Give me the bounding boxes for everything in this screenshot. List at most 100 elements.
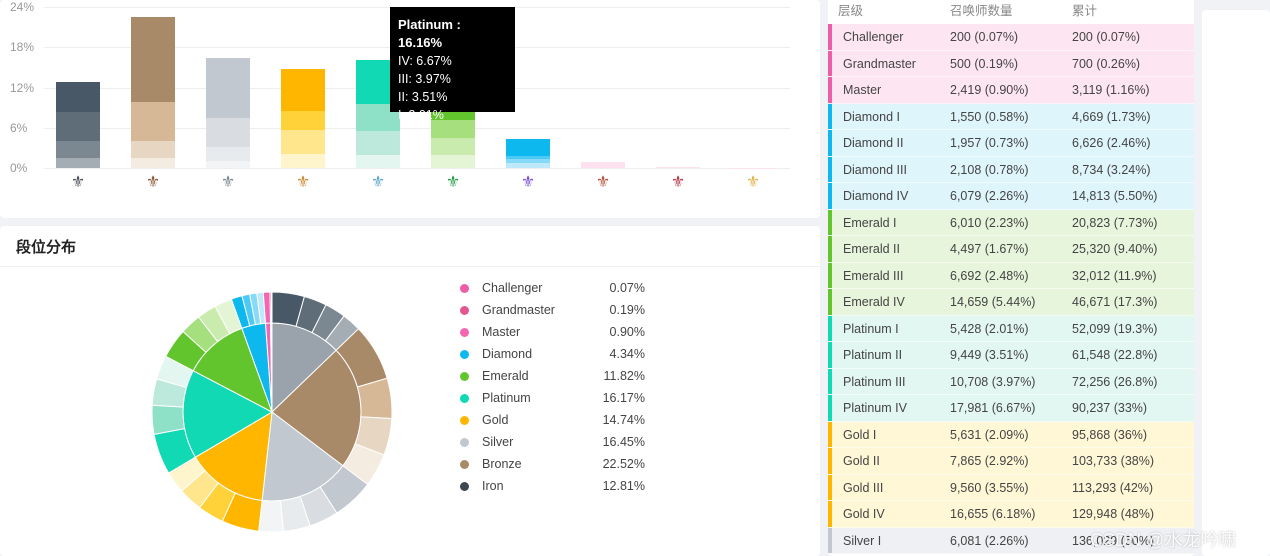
table-row[interactable]: Gold IV 16,655 (6.18%) 129,948 (48%) xyxy=(828,501,1194,528)
cell-tier: Gold IV xyxy=(843,507,885,521)
row-color-indicator xyxy=(828,156,832,182)
bar-bronze-I[interactable] xyxy=(131,16,175,103)
cell-count: 1,957 (0.73%) xyxy=(950,136,1029,150)
bar-silver-IV[interactable] xyxy=(206,161,250,168)
table-row[interactable]: Emerald IV 14,659 (5.44%) 46,671 (17.3%) xyxy=(828,289,1194,316)
table-row[interactable]: Platinum I 5,428 (2.01%) 52,099 (19.3%) xyxy=(828,315,1194,342)
row-color-indicator xyxy=(828,103,832,129)
legend-dot-icon xyxy=(460,438,469,447)
cell-tier: Emerald I xyxy=(843,215,897,230)
legend-item[interactable]: Platinum 16.17% xyxy=(460,390,645,410)
gridline xyxy=(44,168,790,169)
legend-item[interactable]: Master 0.90% xyxy=(460,324,645,344)
sunburst-outer-silver[interactable] xyxy=(258,499,284,533)
legend-label: Platinum xyxy=(482,391,531,405)
cell-tier: Gold II xyxy=(843,454,880,468)
table-row[interactable]: Diamond I 1,550 (0.58%) 4,669 (1.73%) xyxy=(828,103,1194,130)
bar-diamond-II[interactable] xyxy=(506,155,550,160)
table-row[interactable]: Emerald II 4,497 (1.67%) 25,320 (9.40%) xyxy=(828,236,1194,263)
sunburst-outer-platinum[interactable] xyxy=(151,404,186,435)
bar-emerald-IV[interactable] xyxy=(431,154,475,168)
side-panel xyxy=(1202,10,1270,556)
bar-gold-II[interactable] xyxy=(281,110,325,131)
bar-gold-III[interactable] xyxy=(281,130,325,154)
bar-diamond-I[interactable] xyxy=(506,138,550,156)
bar-platinum-III[interactable] xyxy=(356,130,400,155)
legend-value: 4.34% xyxy=(609,347,645,361)
cell-cum: 72,256 (26.8%) xyxy=(1072,374,1158,389)
legend-value: 16.17% xyxy=(602,391,645,405)
table-row[interactable]: Gold I 5,631 (2.09%) 95,868 (36%) xyxy=(828,421,1194,448)
legend-item[interactable]: Diamond 4.34% xyxy=(460,346,645,366)
cell-cum: 4,669 (1.73%) xyxy=(1072,109,1151,124)
table-row[interactable]: Emerald I 6,010 (2.23%) 20,823 (7.73%) xyxy=(828,209,1194,236)
legend-item[interactable]: Grandmaster 0.19% xyxy=(460,302,645,322)
bar-silver-I[interactable] xyxy=(206,57,250,119)
legend-item[interactable]: Iron 12.81% xyxy=(460,478,645,498)
row-color-indicator xyxy=(828,448,832,474)
cell-count: 6,010 (2.23%) xyxy=(950,215,1029,230)
bar-bronze-III[interactable] xyxy=(131,141,175,158)
bar-silver-III[interactable] xyxy=(206,146,250,162)
bar-gold-I[interactable] xyxy=(281,69,325,111)
table-row[interactable]: Diamond III 2,108 (0.78%) 8,734 (3.24%) xyxy=(828,156,1194,183)
bar-diamond-IV[interactable] xyxy=(506,163,550,168)
bar-iron-II[interactable] xyxy=(56,111,100,142)
bar-platinum-IV[interactable] xyxy=(356,154,400,168)
bar-emerald-III[interactable] xyxy=(431,137,475,155)
table-row[interactable]: Gold III 9,560 (3.55%) 113,293 (42%) xyxy=(828,474,1194,501)
tooltip-title: Platinum : 16.16% xyxy=(398,17,461,50)
table-row[interactable]: Challenger 200 (0.07%) 200 (0.07%) xyxy=(828,24,1194,51)
table-row[interactable]: Gold II 7,865 (2.92%) 103,733 (38%) xyxy=(828,448,1194,475)
bar-iron-IV[interactable] xyxy=(56,157,100,168)
table-row[interactable]: Platinum III 10,708 (3.97%) 72,256 (26.8%) xyxy=(828,368,1194,395)
table-row[interactable]: Diamond II 1,957 (0.73%) 6,626 (2.46%) xyxy=(828,130,1194,157)
cell-cum: 136,029 (50%) xyxy=(1072,533,1155,548)
table-row[interactable]: Diamond IV 6,079 (2.26%) 14,813 (5.50%) xyxy=(828,183,1194,210)
table-row[interactable]: Platinum II 9,449 (3.51%) 61,548 (22.8%) xyxy=(828,342,1194,369)
header-tier[interactable]: 层级 xyxy=(838,4,864,18)
cell-cum: 32,012 (11.9%) xyxy=(1072,268,1157,283)
cell-cum: 95,868 (36%) xyxy=(1072,427,1148,442)
bar-grandmaster-IV[interactable] xyxy=(656,166,700,168)
bar-bronze-IV[interactable] xyxy=(131,157,175,168)
cell-cum: 700 (0.26%) xyxy=(1072,56,1141,71)
cell-tier: Diamond II xyxy=(843,136,904,150)
bar-silver-II[interactable] xyxy=(206,118,250,147)
row-color-indicator xyxy=(828,130,832,156)
legend-dot-icon xyxy=(460,416,469,425)
cell-tier: Master xyxy=(843,83,882,97)
cell-tier: Platinum IV xyxy=(843,401,907,415)
table-row[interactable]: Silver I 6,081 (2.26%) 136,029 (50%) xyxy=(828,527,1194,554)
legend-item[interactable]: Emerald 11.82% xyxy=(460,368,645,388)
table-row[interactable]: Master 2,419 (0.90%) 3,119 (1.16%) xyxy=(828,77,1194,104)
table-row[interactable]: Grandmaster 500 (0.19%) 700 (0.26%) xyxy=(828,50,1194,77)
bar-diamond-III[interactable] xyxy=(506,159,550,164)
header-cumulative[interactable]: 累计 xyxy=(1072,4,1098,18)
legend-item[interactable]: Bronze 22.52% xyxy=(460,456,645,476)
row-color-indicator xyxy=(828,183,832,209)
bar-master-IV[interactable] xyxy=(581,161,625,168)
bar-iron-III[interactable] xyxy=(56,141,100,158)
bar-iron-I[interactable] xyxy=(56,82,100,112)
bar-gold-IV[interactable] xyxy=(281,153,325,168)
header-count[interactable]: 召唤师数量 xyxy=(950,4,1013,18)
tooltip-line: IV: 6.67% xyxy=(398,54,452,68)
legend-value: 0.19% xyxy=(609,303,645,317)
cell-tier: Emerald II xyxy=(843,242,900,256)
table-row[interactable]: Emerald III 6,692 (2.48%) 32,012 (11.9%) xyxy=(828,262,1194,289)
legend-item[interactable]: Silver 16.45% xyxy=(460,434,645,454)
sunburst-outer-challenger[interactable] xyxy=(270,291,273,324)
cell-count: 5,631 (2.09%) xyxy=(950,427,1029,442)
bar-emerald-II[interactable] xyxy=(431,119,475,138)
table-row[interactable]: Platinum IV 17,981 (6.67%) 90,237 (33%) xyxy=(828,395,1194,422)
legend-item[interactable]: Challenger 0.07% xyxy=(460,280,645,300)
cell-tier: Emerald IV xyxy=(843,295,905,309)
legend-value: 11.82% xyxy=(603,369,645,383)
legend-item[interactable]: Gold 14.74% xyxy=(460,412,645,432)
row-color-indicator xyxy=(828,24,832,50)
chart-tooltip: Platinum : 16.16% IV: 6.67% III: 3.97% I… xyxy=(390,7,515,122)
cell-cum: 90,237 (33%) xyxy=(1072,401,1148,415)
bar-bronze-II[interactable] xyxy=(131,102,175,142)
tooltip-line: I: 2.01% xyxy=(398,108,444,122)
